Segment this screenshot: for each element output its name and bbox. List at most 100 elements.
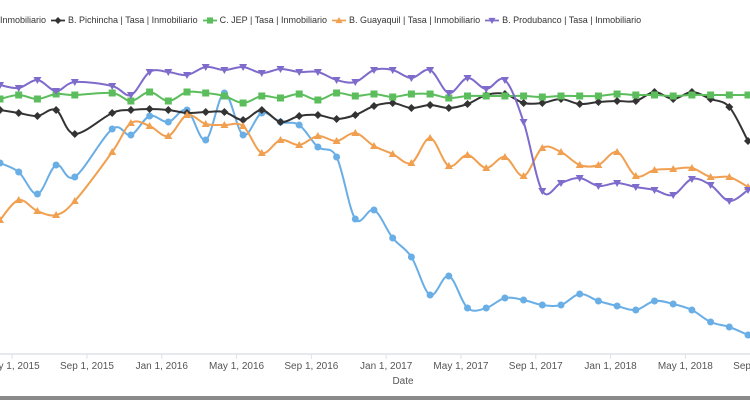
data-point[interactable] [463, 100, 472, 108]
data-point[interactable] [0, 95, 4, 103]
data-point[interactable] [576, 290, 584, 298]
data-point[interactable] [407, 90, 415, 98]
data-point[interactable] [557, 301, 565, 309]
data-point[interactable] [313, 132, 322, 139]
data-point[interactable] [33, 77, 42, 84]
data-point[interactable] [557, 92, 565, 100]
data-point[interactable] [201, 64, 210, 71]
data-point[interactable] [220, 108, 229, 116]
data-point[interactable] [669, 300, 677, 308]
data-point[interactable] [744, 91, 750, 99]
data-point[interactable] [463, 75, 472, 82]
data-point[interactable] [52, 211, 61, 218]
data-point[interactable] [706, 173, 715, 180]
data-point[interactable] [706, 182, 715, 189]
data-point[interactable] [295, 121, 303, 129]
data-point[interactable] [145, 105, 154, 113]
data-point[interactable] [15, 91, 23, 99]
data-point[interactable] [463, 151, 472, 158]
data-point[interactable] [444, 162, 453, 169]
data-point[interactable] [70, 79, 79, 86]
data-point[interactable] [220, 121, 229, 128]
data-point[interactable] [313, 69, 322, 76]
data-point[interactable] [202, 89, 210, 97]
legend-item-2[interactable]: C. JEP | Tasa | Inmobiliario [202, 15, 327, 25]
legend-item-1[interactable]: B. Pichincha | Tasa | Inmobiliario [51, 15, 198, 25]
data-point[interactable] [725, 173, 734, 180]
data-point[interactable] [0, 82, 4, 89]
data-point[interactable] [557, 180, 565, 187]
data-point[interactable] [146, 112, 154, 120]
data-point[interactable] [183, 111, 191, 118]
data-point[interactable] [669, 192, 678, 199]
data-point[interactable] [426, 90, 434, 98]
data-point[interactable] [538, 301, 546, 309]
data-point[interactable] [407, 253, 415, 261]
data-point[interactable] [407, 159, 416, 166]
data-point[interactable] [687, 176, 696, 183]
data-point[interactable] [52, 161, 60, 169]
data-point[interactable] [650, 166, 659, 173]
data-point[interactable] [388, 150, 397, 157]
data-point[interactable] [500, 153, 509, 160]
data-point[interactable] [501, 92, 509, 100]
data-point[interactable] [239, 116, 248, 124]
data-point[interactable] [108, 83, 117, 90]
data-point[interactable] [126, 106, 135, 114]
data-point[interactable] [220, 67, 229, 74]
data-point[interactable] [70, 197, 79, 204]
data-point[interactable] [370, 206, 378, 214]
data-point[interactable] [277, 94, 284, 102]
data-point[interactable] [33, 112, 42, 120]
data-point[interactable] [370, 142, 378, 149]
data-point[interactable] [632, 91, 640, 99]
data-point[interactable] [744, 137, 750, 145]
legend-item-0[interactable]: Inmobiliario [0, 15, 46, 25]
data-point[interactable] [669, 92, 677, 100]
data-point[interactable] [520, 92, 528, 100]
legend-item-3[interactable]: B. Guayaquil | Tasa | Inmobiliario [332, 15, 480, 25]
data-point[interactable] [669, 165, 678, 172]
data-point[interactable] [126, 119, 135, 126]
data-point[interactable] [575, 100, 584, 108]
data-point[interactable] [276, 136, 285, 143]
data-point[interactable] [332, 137, 341, 144]
data-point[interactable] [126, 92, 135, 99]
data-point[interactable] [482, 164, 491, 171]
data-point[interactable] [407, 104, 416, 112]
data-point[interactable] [202, 136, 210, 144]
data-point[interactable] [370, 102, 378, 110]
data-point[interactable] [257, 106, 266, 114]
data-point[interactable] [127, 131, 135, 139]
data-point[interactable] [445, 94, 453, 102]
data-point[interactable] [351, 215, 359, 223]
data-point[interactable] [520, 296, 528, 304]
data-point[interactable] [145, 122, 154, 129]
data-point[interactable] [295, 69, 304, 76]
legend-item-4[interactable]: B. Produbanco | Tasa | Inmobiliario [485, 15, 641, 25]
data-point[interactable] [482, 304, 490, 312]
data-point[interactable] [295, 90, 303, 98]
data-point[interactable] [631, 172, 640, 179]
data-point[interactable] [239, 131, 247, 139]
data-point[interactable] [71, 173, 79, 181]
data-point[interactable] [444, 90, 453, 97]
data-point[interactable] [688, 306, 696, 314]
data-point[interactable] [351, 129, 360, 136]
data-point[interactable] [651, 91, 658, 99]
data-point[interactable] [314, 143, 322, 151]
data-point[interactable] [707, 91, 715, 99]
data-point[interactable] [333, 89, 341, 97]
data-point[interactable] [389, 234, 397, 242]
data-point[interactable] [351, 92, 359, 100]
data-point[interactable] [613, 302, 621, 310]
data-point[interactable] [201, 108, 210, 116]
data-point[interactable] [0, 216, 4, 223]
data-point[interactable] [575, 175, 584, 182]
data-point[interactable] [257, 70, 266, 77]
data-point[interactable] [295, 112, 304, 120]
data-point[interactable] [183, 88, 191, 96]
data-point[interactable] [538, 144, 547, 151]
data-point[interactable] [444, 104, 453, 112]
data-point[interactable] [164, 132, 173, 139]
